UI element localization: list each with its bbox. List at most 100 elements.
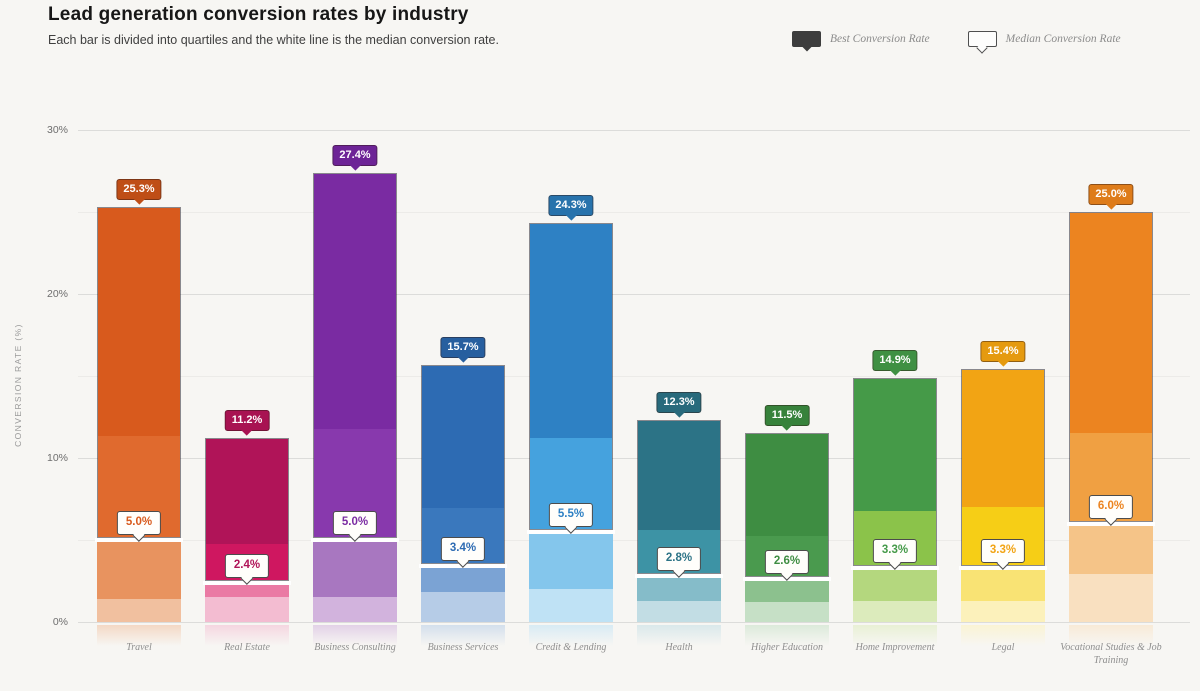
bar-column: 27.4% 5.0% Business Consulting — [311, 0, 399, 691]
y-axis-tick-label: 10% — [46, 452, 68, 464]
bar-upper-block — [1069, 212, 1153, 522]
gridline-10 — [78, 458, 1190, 459]
badge-pointer-icon — [349, 158, 361, 171]
bar-upper-block — [313, 172, 397, 538]
bar-reflection — [97, 625, 181, 646]
legend: Best Conversion Rate Median Conversion R… — [792, 31, 1121, 47]
bar-column: 15.4% 3.3% Legal — [959, 0, 1047, 691]
bar-column: 14.9% 3.3% Home Improvement — [851, 0, 939, 691]
best-rate-badge: 15.4% — [980, 341, 1026, 368]
median-rate-badge: 2.6% — [764, 550, 810, 582]
median-rate-badge: 3.4% — [440, 537, 486, 569]
badge-pointer-icon — [997, 355, 1009, 368]
y-axis-tick-label: 30% — [46, 124, 68, 136]
bar-segment-base — [745, 602, 829, 622]
bar-segment-lower-mid — [745, 581, 829, 603]
y-axis-tick-label: 0% — [52, 616, 68, 628]
badge-pointer-icon — [781, 419, 793, 432]
bar-segment-base — [313, 597, 397, 622]
best-rate-badge: 24.3% — [548, 195, 594, 222]
legend-label-median: Median Conversion Rate — [1005, 33, 1121, 45]
page-title: Lead generation conversion rates by indu… — [48, 4, 469, 25]
x-axis-label: Business Consulting — [314, 642, 396, 653]
page-subtitle: Each bar is divided into quartiles and t… — [48, 33, 499, 47]
bar-reflection — [1069, 625, 1153, 646]
gridline-15 — [78, 376, 1190, 377]
legend-item-best: Best Conversion Rate — [792, 31, 930, 47]
gridline-0 — [78, 622, 1190, 623]
bar-column: 25.3% 5.0% Travel — [95, 0, 183, 691]
bar-segment-lower-mid — [97, 542, 181, 600]
bar-reflection — [529, 625, 613, 646]
best-rate-badge-icon — [792, 31, 821, 47]
bar-segment-max — [98, 208, 180, 437]
bar-segment-lower-mid — [529, 533, 613, 590]
bar-segment-base — [637, 600, 721, 622]
bar-segment-lower-mid — [205, 584, 289, 598]
bar-segment-max — [206, 439, 288, 545]
bar-column: 11.2% 2.4% Real Estate — [203, 0, 291, 691]
bar-column: 25.0% 6.0% Vocational Studies & Job Traini… — [1060, 0, 1162, 691]
bar-segment-base — [421, 592, 505, 622]
median-rate-badge-icon — [967, 31, 997, 47]
gridline-5 — [78, 540, 1190, 541]
x-axis-label: Higher Education — [751, 642, 823, 653]
bar-reflection — [961, 625, 1045, 646]
gridline-30 — [78, 130, 1190, 131]
bar-segment-max — [962, 370, 1044, 507]
median-rate-badge: 6.0% — [1088, 494, 1134, 526]
bar-upper-block — [961, 369, 1045, 566]
bar-segment-base — [529, 589, 613, 622]
y-axis-tick-label: 20% — [46, 288, 68, 300]
bar-column: 15.7% 3.4% Business Services — [419, 0, 507, 691]
bar-column: 24.3% 5.5% Credit & Lending — [527, 0, 615, 691]
bar-segment-lower-mid — [313, 542, 397, 598]
legend-label-best: Best Conversion Rate — [830, 33, 930, 45]
median-rate-badge: 2.8% — [656, 547, 702, 578]
legend-item-median: Median Conversion Rate — [967, 31, 1121, 47]
bar-reflection — [637, 625, 721, 646]
bar-upper-block — [97, 207, 181, 538]
bar-segment-lower-mid — [853, 569, 937, 601]
bar-segment-base — [961, 600, 1045, 622]
bar-reflection — [313, 625, 397, 646]
bar-segment-base — [1069, 574, 1153, 622]
median-rate-badge: 5.0% — [116, 511, 162, 542]
best-rate-badge: 11.2% — [224, 410, 270, 436]
best-rate-badge: 27.4% — [332, 144, 378, 171]
badge-pointer-icon — [889, 363, 901, 376]
gridline-20 — [78, 294, 1190, 295]
best-rate-badge: 15.7% — [440, 336, 486, 363]
median-rate-badge: 3.3% — [980, 538, 1026, 570]
chart-header: Lead generation conversion rates by indu… — [48, 4, 499, 47]
badge-pointer-icon — [673, 406, 685, 418]
median-rate-badge: 5.5% — [548, 502, 594, 534]
bar-upper-block — [421, 364, 505, 565]
gridline-25 — [78, 212, 1190, 213]
badge-pointer-icon — [457, 350, 469, 363]
bar-segment-base — [853, 600, 937, 622]
bar-segment-max — [638, 421, 720, 530]
median-rate-badge: 5.0% — [332, 511, 378, 542]
badge-pointer-icon — [241, 424, 253, 436]
bar-upper-block — [529, 223, 613, 530]
bar-reflection — [421, 625, 505, 646]
bar-segment-base — [205, 597, 289, 622]
bar-segment-lower-mid — [1069, 525, 1153, 575]
bar-reflection — [853, 625, 937, 646]
bar-segment-max — [530, 224, 612, 438]
x-axis-label: Real Estate — [224, 642, 270, 653]
bar-segment-lower-mid — [961, 569, 1045, 601]
bar-segment-lower-mid — [421, 568, 505, 593]
bar-segment-max — [422, 365, 504, 509]
badge-pointer-icon — [565, 209, 577, 222]
bar-upper-block — [853, 377, 937, 566]
bar-column: 12.3% 2.8% Health — [635, 0, 723, 691]
median-rate-badge: 2.4% — [224, 553, 270, 585]
bar-segment-max — [746, 434, 828, 537]
bar-reflection — [205, 625, 289, 646]
bar-column: 11.5% 2.6% Higher Education — [743, 0, 831, 691]
best-rate-badge: 25.3% — [116, 179, 162, 205]
